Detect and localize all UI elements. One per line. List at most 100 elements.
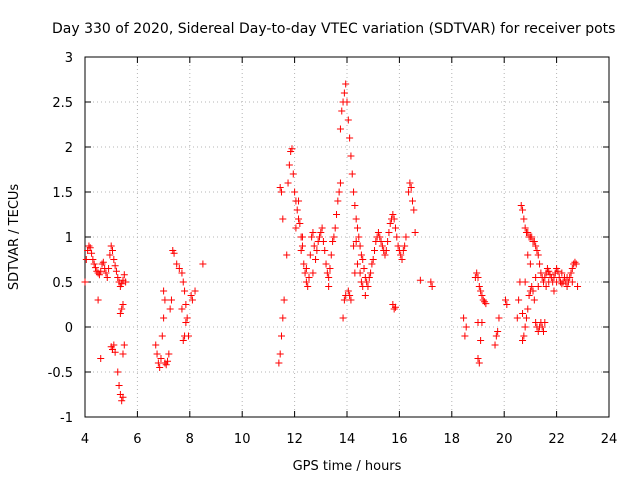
y-tick-label: 1: [65, 231, 73, 246]
data-point: [532, 274, 540, 281]
data-point: [119, 393, 127, 401]
x-tick-label: 18: [444, 432, 461, 447]
y-tick-label: -0.5: [48, 366, 73, 381]
data-point: [283, 251, 291, 259]
data-point: [347, 152, 355, 160]
data-point: [411, 229, 419, 236]
data-point: [326, 265, 334, 272]
data-point: [306, 251, 314, 259]
data-point: [513, 314, 521, 322]
data-point: [365, 274, 373, 281]
data-point: [503, 301, 511, 308]
data-point: [325, 274, 333, 281]
data-point: [292, 224, 300, 232]
data-point: [481, 298, 489, 306]
data-point: [98, 260, 106, 268]
data-point: [519, 206, 527, 214]
data-point: [350, 188, 358, 196]
data-point: [394, 242, 402, 250]
data-point: [317, 229, 325, 236]
data-point: [563, 274, 571, 281]
data-point: [410, 206, 418, 214]
y-tick-label: -1: [60, 411, 73, 426]
data-point: [521, 323, 529, 331]
data-point: [393, 233, 401, 241]
data-point: [188, 296, 196, 304]
data-point: [344, 116, 352, 124]
data-point: [536, 260, 544, 268]
data-point: [390, 215, 398, 223]
data-point: [88, 249, 96, 257]
data-point: [520, 332, 528, 340]
data-point: [102, 269, 110, 277]
data-point: [572, 260, 580, 268]
data-point: [114, 368, 122, 376]
data-point: [85, 242, 93, 250]
data-point: [94, 296, 102, 304]
data-point: [97, 267, 105, 275]
data-point: [103, 274, 111, 281]
data-point: [343, 98, 351, 106]
data-point: [285, 161, 293, 169]
data-point: [154, 359, 162, 367]
data-point: [402, 233, 410, 241]
data-point: [524, 229, 532, 236]
data-point: [91, 264, 99, 272]
data-point: [330, 233, 338, 241]
data-point: [278, 188, 285, 196]
data-point: [378, 242, 386, 250]
data-point: [293, 206, 301, 214]
data-point: [357, 251, 365, 259]
data-point: [351, 202, 359, 209]
data-point: [398, 256, 406, 263]
data-point: [409, 197, 416, 205]
data-point: [325, 283, 333, 290]
data-point: [522, 314, 530, 322]
data-point: [116, 310, 124, 317]
axis-ticks: 4 6 8 10 12 14 16 18 20 22 24 -1 -0.5 0 0.5 1 1.5 2 2.5 3: [48, 51, 618, 447]
data-point: [558, 269, 566, 277]
data-point: [289, 170, 297, 178]
x-tick-label: 6: [133, 432, 141, 447]
data-point: [319, 238, 327, 245]
data-point: [529, 287, 537, 295]
data-point: [359, 256, 367, 263]
data-point: [474, 319, 482, 326]
data-point: [553, 278, 561, 286]
data-point: [344, 287, 352, 295]
data-point: [545, 278, 553, 286]
data-point: [300, 260, 308, 268]
data-point: [519, 310, 527, 317]
data-point: [521, 278, 529, 286]
data-point: [118, 305, 126, 313]
data-point: [406, 179, 414, 187]
data-point: [308, 233, 316, 241]
data-point: [313, 247, 321, 254]
data-point: [160, 314, 168, 322]
chart-title: Day 330 of 2020, Sidereal Day-to-day VTE…: [52, 21, 615, 37]
data-point: [86, 244, 94, 252]
data-point: [122, 278, 130, 286]
data-point: [567, 269, 575, 277]
data-point: [310, 242, 318, 250]
data-point: [347, 296, 355, 304]
data-point: [309, 269, 317, 277]
data-point: [524, 251, 532, 259]
data-point: [279, 314, 287, 322]
data-point: [359, 283, 367, 290]
data-point: [389, 211, 397, 218]
data-point: [335, 188, 343, 196]
data-point: [276, 350, 284, 358]
data-point: [526, 260, 534, 268]
data-point: [118, 280, 126, 288]
data-point: [540, 328, 547, 335]
data-point: [296, 220, 304, 227]
data-point: [162, 361, 170, 369]
x-tick-label: 12: [286, 432, 303, 447]
data-point: [360, 265, 368, 272]
data-point: [165, 350, 173, 358]
data-point: [367, 269, 375, 277]
data-point: [517, 202, 525, 209]
data-point: [534, 283, 542, 290]
data-point: [298, 242, 306, 250]
